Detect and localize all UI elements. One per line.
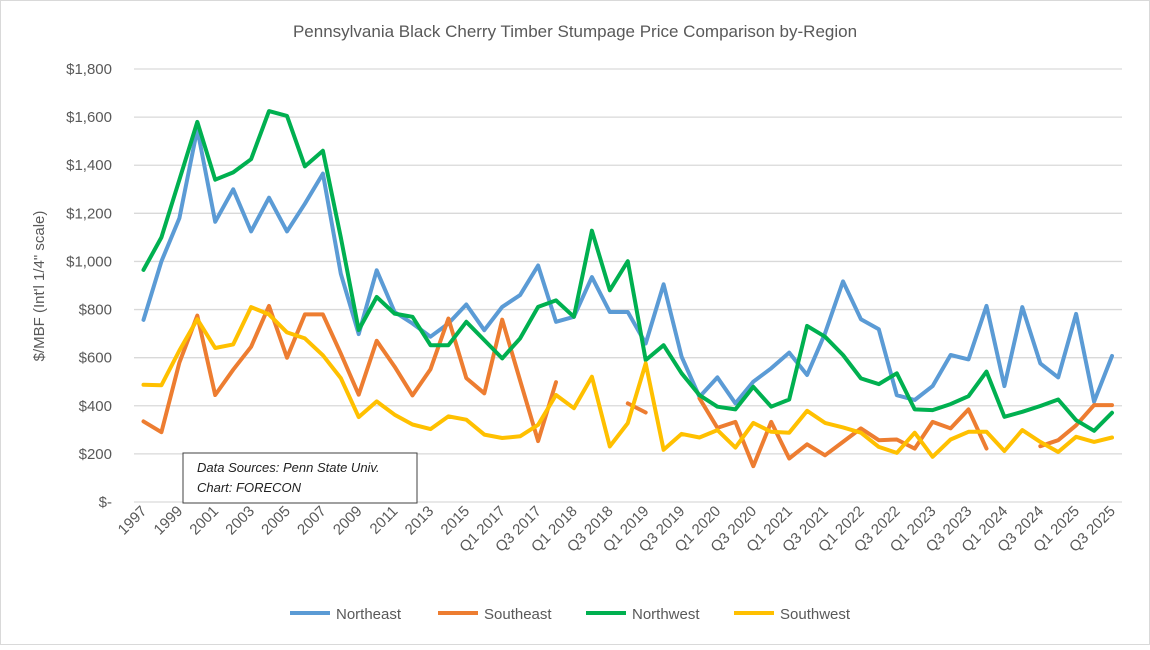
annotation-box: Data Sources: Penn State Univ. Chart: FO…: [182, 452, 418, 504]
legend-label: Northeast: [336, 606, 402, 623]
y-axis-ticks: $- $200 $400 $600 $800 $1,000 $1,200 $1,400 $1,6…: [66, 61, 112, 511]
y-tick-label: $400: [79, 398, 112, 415]
y-axis-title: $/MBF (Int'l 1/4" scale): [31, 211, 48, 362]
chart-title: Pennsylvania Black Cherry Timber Stumpag…: [293, 22, 857, 41]
series-lines: [141, 109, 1114, 469]
legend-label: Northwest: [632, 606, 700, 623]
annotation-line-1: Data Sources: Penn State Univ.: [197, 460, 380, 475]
annotation-line-2: Chart: FORECON: [197, 480, 302, 495]
y-tick-label: $1,200: [66, 205, 112, 222]
series-northeast: [141, 127, 1114, 406]
y-tick-label: $1,600: [66, 109, 112, 126]
legend-item-northwest: Northwest: [586, 606, 700, 623]
y-tick-label: $800: [79, 302, 112, 319]
legend-label: Southeast: [484, 606, 552, 623]
series-southeast: [141, 303, 1114, 469]
series-northwest: [141, 109, 1114, 433]
legend-item-southeast: Southeast: [438, 606, 552, 623]
legend: Northeast Southeast Northwest Southwest: [290, 606, 851, 623]
series-line-northeast: [141, 127, 1114, 406]
y-tick-label: $-: [99, 494, 112, 511]
legend-label: Southwest: [780, 606, 851, 623]
series-line-southeast: [141, 303, 1114, 469]
legend-item-southwest: Southwest: [734, 606, 851, 623]
y-tick-label: $1,800: [66, 61, 112, 78]
y-tick-label: $1,000: [66, 253, 112, 270]
series-southwest: [141, 305, 1114, 459]
series-line-northwest: [141, 109, 1114, 433]
y-tick-label: $600: [79, 350, 112, 367]
legend-item-northeast: Northeast: [290, 606, 402, 623]
series-line-southwest: [141, 305, 1114, 459]
y-tick-label: $200: [79, 446, 112, 463]
y-tick-label: $1,400: [66, 157, 112, 174]
